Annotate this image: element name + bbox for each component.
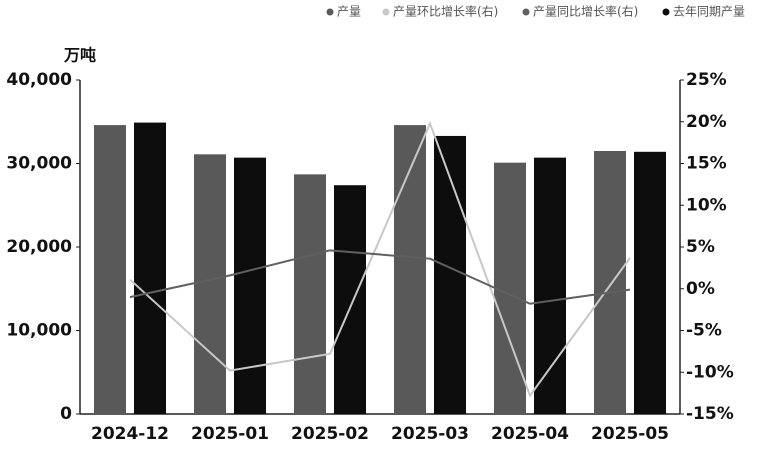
y2-tick-label: 20% — [686, 112, 727, 132]
y-axis-unit: 万吨 — [63, 46, 96, 65]
x-tick-label: 2024-12 — [91, 424, 169, 444]
y-tick-label: 30,000 — [6, 154, 72, 174]
legend-marker — [662, 8, 670, 16]
bar — [334, 185, 366, 414]
bar — [94, 125, 126, 414]
bar — [134, 122, 166, 415]
legend-label: 产量同比增长率(右) — [533, 4, 638, 19]
legend-marker — [382, 8, 390, 16]
y-tick-label: 40,000 — [6, 70, 72, 90]
legend-marker — [522, 8, 530, 16]
y2-tick-label: 0% — [686, 279, 715, 299]
x-tick-label: 2025-04 — [491, 424, 569, 444]
x-tick-label: 2025-05 — [591, 424, 669, 444]
legend-marker — [326, 8, 334, 16]
y-tick-label: 0 — [60, 404, 72, 424]
bar — [234, 157, 266, 414]
y2-tick-label: 10% — [686, 195, 727, 215]
y-tick-label: 20,000 — [6, 237, 72, 257]
bar — [494, 162, 526, 414]
y-tick-label: 10,000 — [6, 321, 72, 341]
bar — [394, 125, 426, 414]
y2-tick-label: -10% — [686, 362, 734, 382]
x-tick-label: 2025-01 — [191, 424, 269, 444]
y2-tick-label: 15% — [686, 154, 727, 174]
y2-tick-label: -5% — [686, 321, 722, 341]
x-tick-label: 2025-03 — [391, 424, 469, 444]
x-tick-label: 2025-02 — [291, 424, 369, 444]
y2-tick-label: -15% — [686, 404, 734, 424]
bar — [434, 135, 466, 414]
bar — [634, 151, 666, 414]
legend-label: 产量 — [337, 5, 361, 19]
y2-tick-label: 25% — [686, 70, 727, 90]
bar — [294, 174, 326, 414]
line-series — [129, 120, 631, 398]
bar — [534, 157, 566, 414]
legend-label: 去年同期产量 — [673, 5, 745, 19]
y2-tick-label: 5% — [686, 237, 715, 257]
bar — [194, 154, 226, 414]
bar — [594, 150, 626, 414]
legend-label: 产量环比增长率(右) — [393, 4, 498, 19]
line-series — [129, 249, 631, 305]
